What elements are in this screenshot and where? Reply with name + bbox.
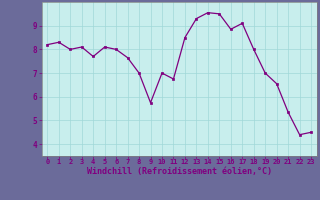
X-axis label: Windchill (Refroidissement éolien,°C): Windchill (Refroidissement éolien,°C)	[87, 167, 272, 176]
